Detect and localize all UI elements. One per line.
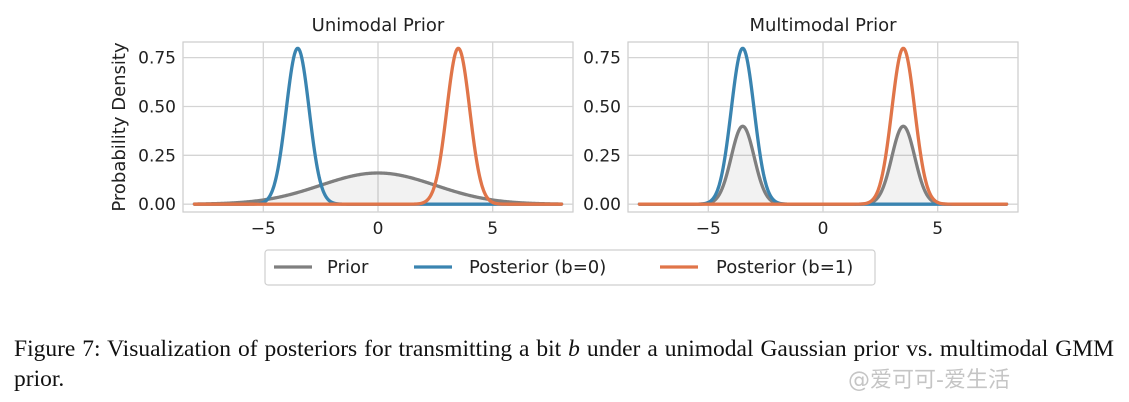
legend-item-posterior-b1: Posterior (b=1) [660,257,853,278]
y-tick-label: 0.00 [583,195,621,215]
caption-suffix: under a unimodal Gaussian prior vs. mult… [14,336,1114,392]
legend-item-prior: Prior [274,257,369,278]
watermark: @爱可可-爱生活 [848,368,1010,393]
legend-box [264,249,876,286]
figure: Probability Density −5 0 5 0.00 0.25 0.50 0.75… [109,15,1019,286]
legend-item-posterior-b0: Posterior (b=0) [414,257,606,278]
y-tick-label: 0.00 [138,195,176,215]
x-tick-label: −5 [696,219,721,239]
panel-unimodal: −5 0 5 0.00 0.25 0.50 0.75 Unimodal Prior [138,15,574,239]
x-tick-label: 5 [487,219,498,239]
series-line-posterior-b1 [637,46,1009,206]
series-line-prior [192,171,564,206]
y-tick-label: 0.50 [583,97,621,117]
legend-label-posterior-b0: Posterior (b=0) [469,257,606,278]
y-tick-label: 0.75 [138,49,176,69]
figure-caption: Figure 7: Visualization of posteriors fo… [14,334,1114,394]
caption-variable: b [568,336,580,362]
x-tick-label: 0 [818,219,829,239]
y-tick-label: 0.50 [138,97,176,117]
y-axis-label: Probability Density [109,42,130,212]
panel-multimodal: −5 0 5 0.00 0.25 0.50 0.75 Multimodal Prior [583,15,1019,239]
y-tick-label: 0.75 [583,49,621,69]
x-tick-label: 0 [373,219,384,239]
y-tick-label: 0.25 [583,146,621,166]
caption-prefix: Figure 7: Visualization of posteriors fo… [14,336,569,362]
series-fill-prior [639,126,1007,205]
x-tick-label: −5 [251,219,276,239]
chart-title-unimodal: Unimodal Prior [312,15,445,36]
x-tick-label: 5 [932,219,943,239]
series-line-posterior-b1 [192,46,564,206]
legend-label-prior: Prior [327,257,369,278]
y-tick-label: 0.25 [138,146,176,166]
chart-title-multimodal: Multimodal Prior [749,15,897,36]
legend-label-posterior-b1: Posterior (b=1) [716,257,853,278]
legend: Prior Posterior (b=0) Posterior (b=1) [264,249,876,286]
